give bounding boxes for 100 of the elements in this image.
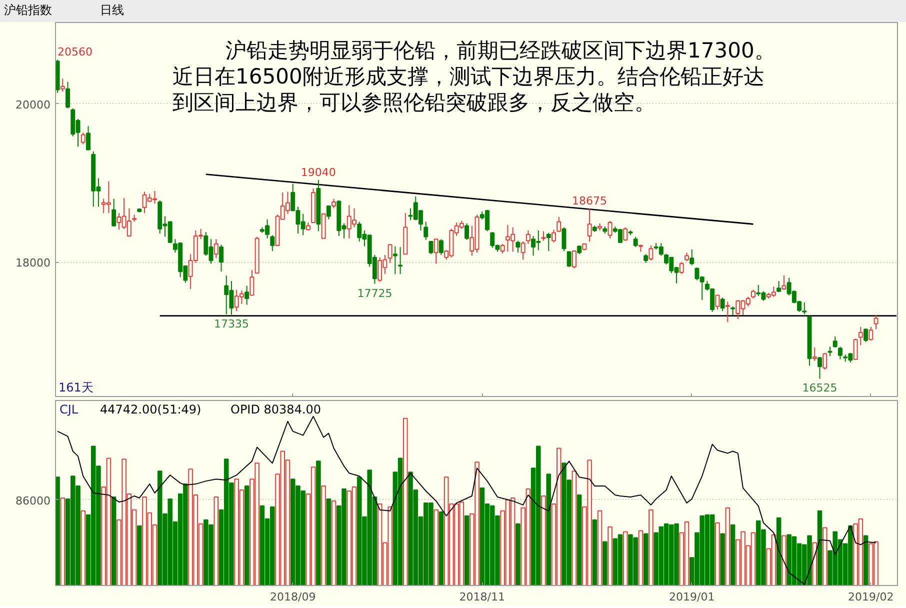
bar: [516, 523, 520, 586]
bar: [863, 535, 868, 586]
candlestick: [587, 208, 592, 242]
candlestick: [868, 326, 874, 341]
candlestick: [244, 285, 250, 306]
candlestick: [516, 240, 520, 254]
annotation: 161天: [58, 380, 94, 394]
annotation: 19040: [300, 166, 336, 179]
candlestick: [818, 356, 822, 380]
bar: [576, 494, 582, 586]
bar: [608, 526, 612, 586]
candlestick: [541, 230, 546, 242]
candlestick: [546, 232, 551, 252]
candlestick: [690, 248, 694, 266]
bar: [730, 524, 736, 586]
candlestick: [812, 346, 817, 362]
x-tick-label: 2018/09: [270, 590, 316, 604]
bar: [137, 525, 142, 586]
annotation: 17335: [214, 318, 249, 331]
bar: [592, 519, 598, 586]
candlestick: [782, 275, 786, 290]
bar: [546, 474, 552, 586]
annotation: 17725: [357, 286, 392, 300]
candlestick: [250, 269, 254, 296]
candlestick: [219, 244, 224, 272]
bar: [725, 507, 730, 586]
bar: [720, 533, 725, 586]
bar: [80, 510, 86, 586]
annotation: 16525: [802, 382, 838, 395]
candlestick: [648, 244, 654, 261]
bar: [817, 510, 822, 586]
bar: [638, 530, 644, 586]
candlestick: [112, 198, 116, 227]
bar: [715, 522, 720, 586]
bar: [643, 533, 648, 586]
candlestick: [326, 205, 331, 220]
candlestick: [853, 338, 858, 360]
bar: [321, 486, 326, 586]
candlestick: [526, 230, 530, 244]
candlestick: [520, 241, 526, 260]
bar: [597, 510, 602, 586]
bar: [602, 541, 608, 586]
chart-subtitle: 日线: [100, 3, 124, 17]
bar: [244, 486, 250, 586]
candlestick: [566, 251, 572, 268]
candlestick: [725, 301, 730, 323]
bar: [572, 470, 577, 586]
y-tick-label: 86000: [16, 494, 51, 508]
candlestick: [66, 81, 70, 109]
candlestick: [60, 78, 65, 92]
bar: [782, 535, 786, 586]
candlestick: [864, 328, 868, 342]
annotation: 20560: [58, 46, 93, 59]
candlestick: [838, 346, 842, 360]
annotation: 沪铅走势明显弱于伦铅，前期已经跌破区间下边界17300。: [226, 38, 776, 62]
candlestick: [500, 243, 505, 254]
bar: [111, 496, 116, 586]
bar: [214, 496, 219, 586]
candlestick: [623, 226, 628, 242]
bar: [403, 418, 408, 586]
chart-title: 沪铅指数: [4, 3, 52, 17]
candlestick: [434, 238, 438, 264]
candlestick: [679, 262, 684, 274]
candlestick: [438, 238, 444, 256]
candlestick: [608, 220, 612, 239]
candlestick: [715, 294, 720, 310]
candlestick: [832, 336, 838, 348]
candlestick: [428, 241, 434, 255]
bar: [434, 509, 438, 586]
annotation: 到区间上边界，可以参照伦铅突破跟多，反之做空。: [172, 90, 656, 114]
candlestick: [80, 132, 86, 145]
candlestick: [388, 244, 392, 264]
x-tick-label: 2019/02: [848, 590, 894, 604]
candlestick: [822, 352, 828, 370]
candlestick: [424, 221, 428, 240]
bar: [648, 509, 654, 586]
bar: [316, 460, 321, 586]
candlestick: [270, 234, 275, 252]
candlestick: [556, 216, 562, 233]
candlestick: [874, 314, 878, 330]
bar: [541, 495, 546, 586]
bar: [622, 531, 628, 586]
candlestick: [86, 126, 90, 150]
candlestick: [562, 226, 566, 252]
annotation: CJL: [60, 402, 78, 416]
candlestick: [332, 198, 336, 209]
x-tick-label: 2018/11: [459, 590, 505, 604]
candlestick: [633, 236, 638, 248]
annotation: 44742.00(51:49): [100, 402, 202, 416]
candlestick: [464, 222, 470, 240]
bar: [822, 527, 828, 586]
candlestick: [392, 246, 398, 274]
x-tick-label: 2019/01: [669, 590, 715, 604]
annotation: 近日在16500附近形成支撑，测试下边界压力。结合伦铅正好达: [172, 64, 764, 88]
y-tick-label: 20000: [16, 98, 51, 112]
bar: [812, 542, 818, 586]
annotation: 18675: [572, 194, 608, 208]
bar: [60, 497, 66, 586]
candlestick: [398, 246, 403, 274]
bar: [438, 511, 444, 586]
